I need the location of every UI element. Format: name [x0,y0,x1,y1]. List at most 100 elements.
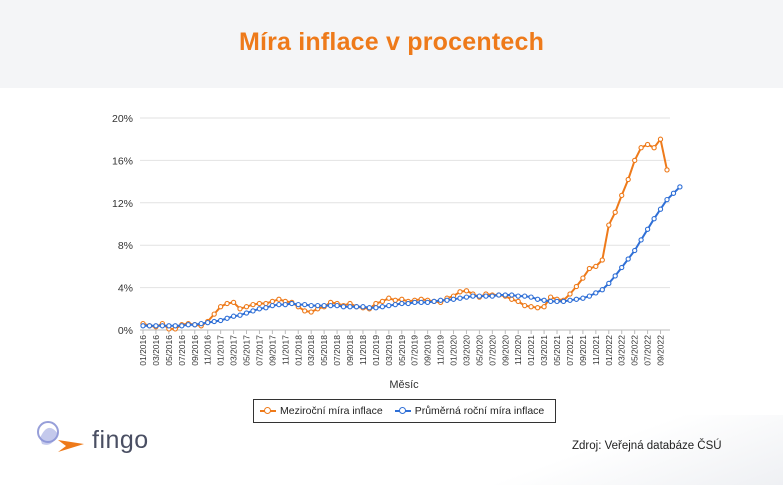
data-point [412,299,418,306]
data-point [593,290,599,296]
data-point [159,323,166,329]
data-point [282,301,288,308]
x-tick-label: 01/2020 [449,335,459,366]
fingo-logo-icon [37,421,84,452]
data-point [651,145,657,151]
data-point [302,301,308,308]
x-tick-label: 11/2021 [591,335,601,365]
data-point [541,297,547,303]
x-tick-label: 03/2018 [306,335,316,366]
data-point [340,304,347,310]
x-tick-label: 09/2019 [423,335,433,366]
data-point [547,298,554,305]
data-point [567,291,573,297]
data-point [651,216,657,222]
data-point [489,293,495,299]
data-point [243,310,250,316]
x-tick-label: 03/2020 [461,335,471,366]
data-point [606,280,612,287]
data-point [250,308,256,314]
data-point [353,304,360,310]
x-tick-label: 03/2017 [229,335,239,366]
data-point [179,323,185,329]
data-point [528,304,534,310]
data-point [269,302,276,309]
data-point [237,306,243,312]
data-point [327,302,334,309]
data-point [224,300,230,307]
data-point [185,322,191,328]
legend-item-average[interactable]: Průměrná roční míra inflace [394,405,545,417]
fingo-logo: fingo [30,410,170,465]
data-point [625,176,631,183]
data-point [457,289,463,295]
y-tick-label: 8% [118,240,133,252]
legend-label-average: Průměrná roční míra inflace [414,405,545,417]
legend-item-yoy[interactable]: Meziroční míra inflace [260,405,383,417]
data-point [573,283,580,290]
x-tick-label: 09/2020 [500,335,510,366]
data-point [677,184,683,190]
data-point [198,320,204,327]
y-tick-label: 0% [118,325,133,337]
data-point [347,304,353,310]
series-yoy [140,136,670,332]
x-tick-label: 11/2018 [358,335,368,365]
y-tick-label: 4% [118,283,133,295]
x-tick-label: 07/2020 [487,335,497,366]
x-tick-label: 09/2017 [267,335,277,366]
x-tick-label: 09/2021 [578,335,588,366]
data-point [315,302,321,309]
data-point [373,305,379,311]
data-point [599,287,605,293]
data-point [308,302,314,309]
data-point [554,298,560,305]
data-point [638,237,644,243]
data-point [528,294,534,300]
x-tick-label: 05/2022 [630,335,640,366]
data-point [444,297,450,303]
data-point [256,300,263,307]
data-point [276,301,282,308]
data-point [580,295,586,301]
x-tick-label: 05/2020 [474,335,484,366]
data-point [593,263,599,270]
x-tick-label: 07/2021 [565,335,575,366]
data-point [644,226,651,232]
data-point [360,304,366,310]
data-point [560,298,567,305]
data-point [496,292,502,298]
data-point [547,294,554,300]
data-point [224,315,230,321]
data-point [522,302,528,309]
x-tick-label: 07/2017 [254,335,264,366]
data-point [289,300,295,307]
data-point [386,302,392,309]
x-tick-label: 11/2020 [513,335,523,365]
data-point [217,317,224,324]
x-tick-label: 01/2017 [216,335,226,366]
x-tick-label: 07/2018 [332,335,342,366]
data-point [450,296,457,302]
data-point [418,299,424,306]
data-point [483,293,489,299]
data-point [386,295,392,301]
data-point [463,294,470,300]
data-point [567,297,573,303]
data-point [644,141,651,148]
data-point [392,301,398,308]
x-tick-label: 05/2017 [242,335,252,366]
data-point [657,136,664,142]
data-point [612,209,618,215]
series-average [140,184,683,329]
data-point [392,297,398,303]
data-point [657,206,664,212]
data-point [250,301,256,308]
x-tick-label: 11/2016 [203,335,213,365]
y-axis-ticks: 0% 4% 8% 12% 16% 20% [112,113,133,337]
legend-label-yoy: Meziroční míra inflace [280,405,383,417]
data-point [638,145,644,151]
x-tick-label: 05/2021 [552,335,562,366]
x-axis-label: Měsíc [389,379,419,391]
